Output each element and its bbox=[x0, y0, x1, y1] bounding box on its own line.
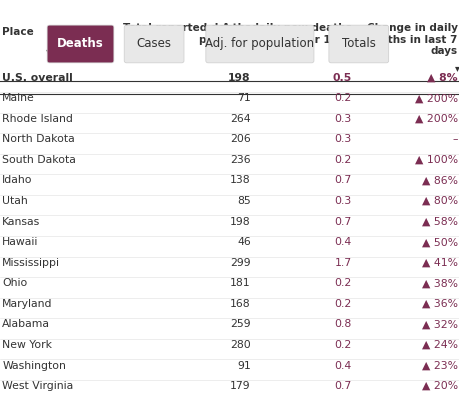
Text: 138: 138 bbox=[230, 176, 250, 186]
Text: 0.3: 0.3 bbox=[334, 134, 351, 144]
Text: 91: 91 bbox=[236, 360, 250, 370]
Text: ▲ 36%: ▲ 36% bbox=[421, 299, 457, 309]
Text: 264: 264 bbox=[230, 114, 250, 124]
Text: Total reported deaths
per 100k: Total reported deaths per 100k bbox=[122, 23, 250, 45]
Text: 0.8: 0.8 bbox=[334, 319, 351, 329]
Text: 0.2: 0.2 bbox=[334, 299, 351, 309]
Text: 179: 179 bbox=[230, 381, 250, 391]
Text: 0.4: 0.4 bbox=[334, 237, 351, 247]
Text: Rhode Island: Rhode Island bbox=[2, 114, 73, 124]
Text: North Dakota: North Dakota bbox=[2, 134, 75, 144]
Text: 0.2: 0.2 bbox=[334, 278, 351, 288]
Text: ▾: ▾ bbox=[257, 50, 262, 60]
Text: ▲ 58%: ▲ 58% bbox=[421, 217, 457, 227]
Text: Kansas: Kansas bbox=[2, 217, 40, 227]
Text: 198: 198 bbox=[228, 72, 250, 83]
Text: 0.7: 0.7 bbox=[334, 176, 351, 186]
Text: ▾: ▾ bbox=[454, 63, 459, 73]
Text: ▲ 80%: ▲ 80% bbox=[420, 196, 457, 206]
Text: New York: New York bbox=[2, 340, 52, 350]
Text: Adj. for population: Adj. for population bbox=[205, 37, 314, 51]
Text: Totals: Totals bbox=[341, 37, 375, 51]
Text: U.S. overall: U.S. overall bbox=[2, 72, 73, 83]
Text: 181: 181 bbox=[230, 278, 250, 288]
Text: Place: Place bbox=[2, 27, 34, 37]
Text: 280: 280 bbox=[230, 340, 250, 350]
Text: 1.7: 1.7 bbox=[334, 258, 351, 268]
Text: –: – bbox=[451, 134, 457, 144]
Text: 0.7: 0.7 bbox=[334, 217, 351, 227]
Text: 198: 198 bbox=[230, 217, 250, 227]
Text: 0.2: 0.2 bbox=[334, 93, 351, 103]
Text: 0.3: 0.3 bbox=[334, 114, 351, 124]
Text: 0.5: 0.5 bbox=[332, 72, 351, 83]
Text: 71: 71 bbox=[236, 93, 250, 103]
Text: Washington: Washington bbox=[2, 360, 66, 370]
Text: 0.2: 0.2 bbox=[334, 340, 351, 350]
Text: ▲ 8%: ▲ 8% bbox=[426, 72, 457, 83]
Text: 0.7: 0.7 bbox=[334, 381, 351, 391]
Text: ▲ 23%: ▲ 23% bbox=[421, 360, 457, 370]
Text: South Dakota: South Dakota bbox=[2, 155, 76, 165]
Text: ▲ 38%: ▲ 38% bbox=[421, 278, 457, 288]
Text: 206: 206 bbox=[230, 134, 250, 144]
Text: Avg. daily new deaths
per 100k: Avg. daily new deaths per 100k bbox=[222, 23, 351, 45]
Text: West Virginia: West Virginia bbox=[2, 381, 73, 391]
Text: ▾: ▾ bbox=[358, 50, 363, 60]
Text: Maryland: Maryland bbox=[2, 299, 53, 309]
Text: ▲ 86%: ▲ 86% bbox=[421, 176, 457, 186]
Text: Mississippi: Mississippi bbox=[2, 258, 60, 268]
Text: ▲ 100%: ▲ 100% bbox=[414, 155, 457, 165]
Text: 0.4: 0.4 bbox=[334, 360, 351, 370]
Text: 259: 259 bbox=[230, 319, 250, 329]
Text: 46: 46 bbox=[236, 237, 250, 247]
Text: 0.2: 0.2 bbox=[334, 155, 351, 165]
Text: Hawaii: Hawaii bbox=[2, 237, 39, 247]
Text: ▲ 200%: ▲ 200% bbox=[414, 114, 457, 124]
Text: ▲ 20%: ▲ 20% bbox=[420, 381, 457, 391]
Text: ▲ 200%: ▲ 200% bbox=[414, 93, 457, 103]
Text: ▲ 24%: ▲ 24% bbox=[421, 340, 457, 350]
Text: 168: 168 bbox=[230, 299, 250, 309]
Text: Maine: Maine bbox=[2, 93, 35, 103]
Text: Idaho: Idaho bbox=[2, 176, 33, 186]
Text: ▾: ▾ bbox=[46, 46, 51, 56]
Text: 85: 85 bbox=[236, 196, 250, 206]
Text: Ohio: Ohio bbox=[2, 278, 28, 288]
Text: ▲ 50%: ▲ 50% bbox=[420, 237, 457, 247]
Text: Alabama: Alabama bbox=[2, 319, 50, 329]
Text: 299: 299 bbox=[230, 258, 250, 268]
Text: Deaths: Deaths bbox=[57, 37, 104, 51]
Text: Change in daily
deaths in last 7
days: Change in daily deaths in last 7 days bbox=[365, 23, 457, 56]
Text: ▲ 32%: ▲ 32% bbox=[421, 319, 457, 329]
Text: 0.3: 0.3 bbox=[334, 196, 351, 206]
Text: 236: 236 bbox=[230, 155, 250, 165]
Text: Cases: Cases bbox=[136, 37, 171, 51]
Text: ▲ 41%: ▲ 41% bbox=[421, 258, 457, 268]
Text: Utah: Utah bbox=[2, 196, 28, 206]
